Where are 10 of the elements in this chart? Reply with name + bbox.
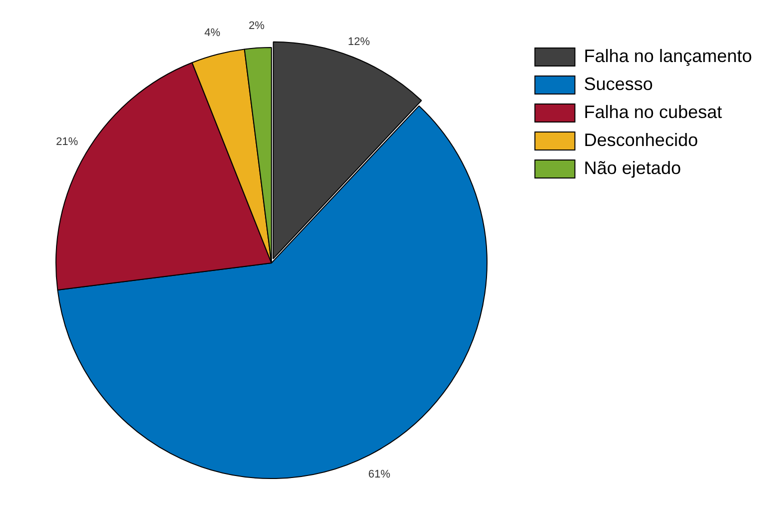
legend-label: Falha no cubesat [584,102,722,122]
legend-label: Não ejetado [584,158,681,178]
data-label: 12% [348,36,370,48]
data-label: 2% [248,20,265,32]
data-label: 21% [56,136,78,148]
legend-label: Sucesso [584,74,653,94]
data-label: 61% [368,468,390,481]
legend-label: Falha no lançamento [584,46,752,66]
legend-label: Desconhecido [584,130,698,150]
data-label: 4% [204,26,221,39]
